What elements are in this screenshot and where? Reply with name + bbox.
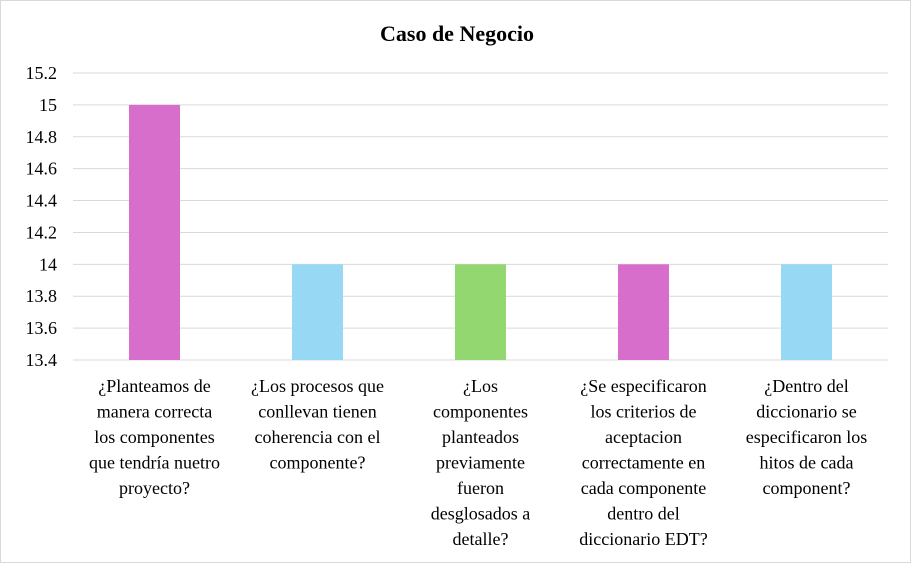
x-category-label: ¿Los componentes planteados previamente fuer… xyxy=(431,376,530,549)
y-tick-label: 14.8 xyxy=(26,127,58,147)
bar xyxy=(455,264,506,360)
bar xyxy=(781,264,832,360)
x-axis-categories: ¿Planteamos de manera correcta los compone… xyxy=(89,376,867,549)
gridlines xyxy=(73,72,888,361)
x-category-label: ¿Planteamos de manera correcta los compone… xyxy=(89,376,220,498)
y-tick-label: 14 xyxy=(39,254,57,274)
y-tick-label: 15.2 xyxy=(26,63,58,83)
bar xyxy=(292,264,343,360)
chart-title: Caso de Negocio xyxy=(380,21,534,46)
y-tick-label: 14.4 xyxy=(26,191,58,211)
y-tick-label: 13.6 xyxy=(26,318,58,338)
y-tick-label: 14.6 xyxy=(26,159,58,179)
bar xyxy=(129,104,180,360)
y-tick-label: 14.2 xyxy=(26,222,58,242)
y-tick-label: 15 xyxy=(39,95,57,115)
y-tick-label: 13.8 xyxy=(26,286,58,306)
x-category-label: ¿Dentro del diccionario se especificaron l… xyxy=(746,376,867,498)
y-axis-ticks: 13.4 13.6 13.8 14 14.2 14.4 14.6 14.8 15 15.2 xyxy=(26,63,58,370)
y-tick-label: 13.4 xyxy=(26,350,58,370)
bar xyxy=(618,264,669,360)
x-category-label: ¿Los procesos que conllevan tienen coheren… xyxy=(251,376,384,473)
bars xyxy=(129,104,832,360)
x-category-label: ¿Se especificaron los criterios de aceptac… xyxy=(579,376,707,549)
